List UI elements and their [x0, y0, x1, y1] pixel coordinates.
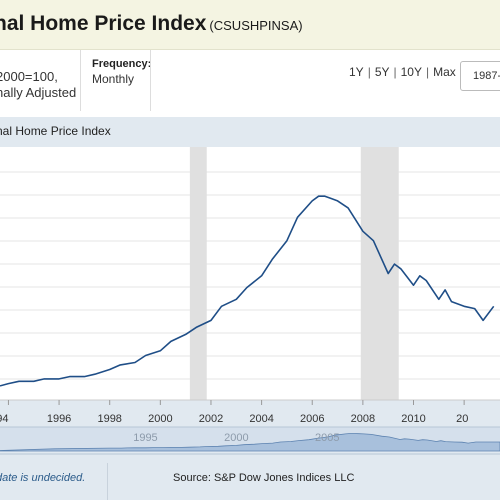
source-text: Source: S&P Dow Jones Indices LLC [173, 472, 355, 484]
x-tick-label: 2006 [300, 413, 324, 425]
title-bar: nal Home Price Index (CSUSHPINSA) [0, 0, 500, 50]
recession-band [189, 147, 207, 400]
series-title-text: nal Home Price Index [0, 12, 207, 35]
x-tick-label: 2010 [401, 413, 425, 425]
range-5y-button[interactable]: 5Y [374, 65, 390, 79]
series-meta: 2000=100, nally Adjusted Frequency: Mont… [0, 50, 500, 117]
x-tick-label: 94 [0, 413, 8, 425]
x-tick-label: 2008 [351, 413, 375, 425]
footer-divider [107, 463, 108, 500]
range-max-button[interactable]: Max [433, 65, 456, 79]
x-tick-label: 2004 [249, 413, 273, 425]
start-date-input[interactable]: 1987-0 [460, 61, 500, 91]
navigator-series-area [0, 433, 500, 452]
recession-band [360, 147, 399, 400]
x-tick-label: 1998 [97, 413, 121, 425]
range-separator: | [367, 65, 371, 79]
navigator-label: 1995 [133, 432, 157, 444]
x-tick-label: 2002 [199, 413, 223, 425]
range-selector: 1Y | 5Y | 10Y | Max [349, 65, 456, 79]
x-tick-label: 2000 [148, 413, 172, 425]
series-title: nal Home Price Index (CSUSHPINSA) [0, 12, 303, 36]
series-id: (CSUSHPINSA) [209, 18, 303, 33]
chart-panel: nal Home Price Index 9419961998200020022… [0, 117, 500, 500]
units-text: 2000=100, nally Adjusted [0, 69, 76, 101]
meta-divider [150, 50, 151, 111]
units-line-1: 2000=100, [0, 69, 58, 84]
range-separator: | [393, 65, 397, 79]
chart-title: nal Home Price Index [0, 124, 111, 138]
units-line-2: nally Adjusted [0, 85, 77, 100]
navigator-label: 2005 [315, 432, 339, 444]
frequency-value: Monthly [92, 72, 135, 86]
plot-area [0, 147, 500, 400]
range-separator: | [425, 65, 430, 79]
chart-svg: 941996199820002002200420062008201020 199… [0, 147, 500, 455]
series-line [0, 195, 495, 387]
frequency-label: Frequency: [92, 58, 152, 70]
x-tick-label: 1996 [47, 413, 71, 425]
range-1y-button[interactable]: 1Y [349, 65, 364, 79]
navigator-label: 2000 [224, 432, 248, 444]
range-10y-button[interactable]: 10Y [400, 65, 422, 79]
meta-divider [80, 50, 81, 111]
footer-note: date is undecided. [0, 472, 86, 484]
x-tick-label: 20 [456, 413, 468, 425]
